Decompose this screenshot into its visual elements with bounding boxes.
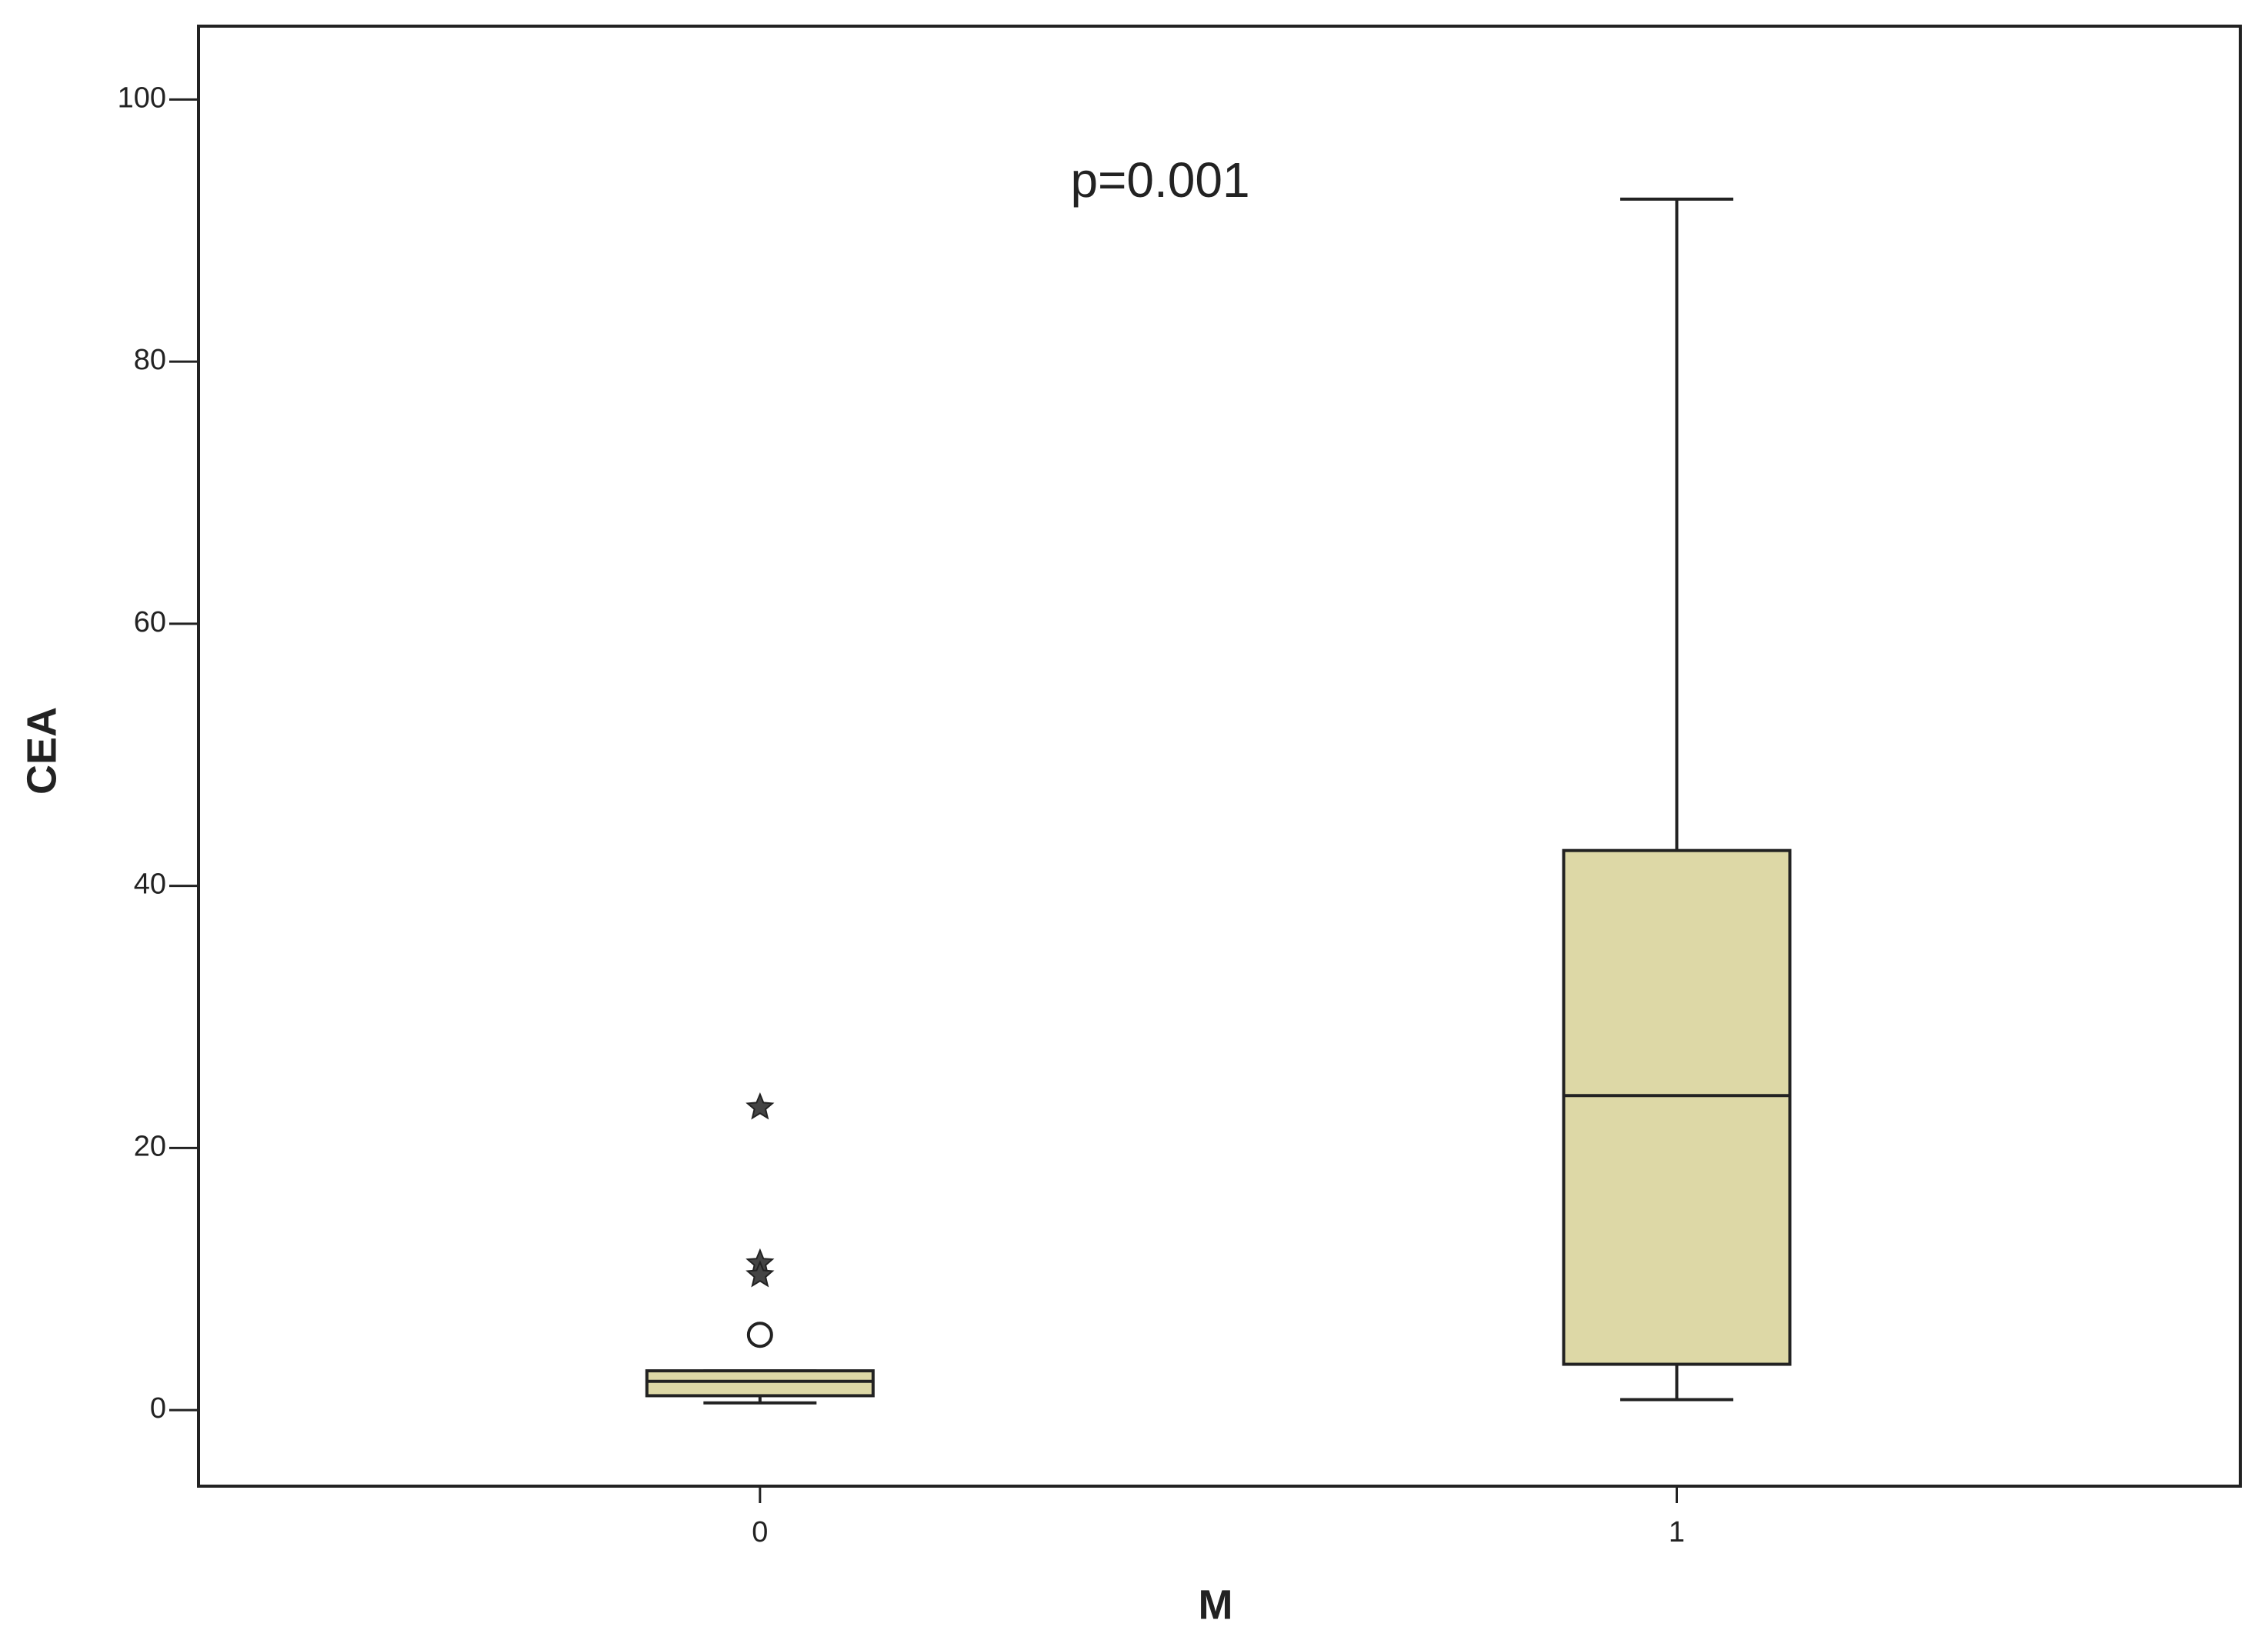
annotation: p=0.001 [1070, 152, 1249, 208]
y-tick-label: 60 [134, 606, 166, 638]
outlier [746, 1322, 773, 1348]
extreme [745, 1092, 775, 1120]
x-tick-label: 1 [1669, 1516, 1685, 1548]
extreme [745, 1260, 775, 1288]
y-tick-label: 0 [150, 1392, 166, 1425]
x-axis-title: M [1199, 1582, 1233, 1628]
y-tick-label: 100 [118, 82, 166, 114]
y-tick-label: 80 [134, 344, 166, 376]
box [1562, 848, 1792, 1366]
plot-frame [197, 25, 2242, 1488]
y-axis-title: CEA [18, 707, 65, 795]
x-tick-label: 0 [752, 1516, 768, 1548]
y-tick-label: 20 [134, 1130, 166, 1162]
box [645, 1369, 875, 1398]
y-tick-label: 40 [134, 868, 166, 901]
